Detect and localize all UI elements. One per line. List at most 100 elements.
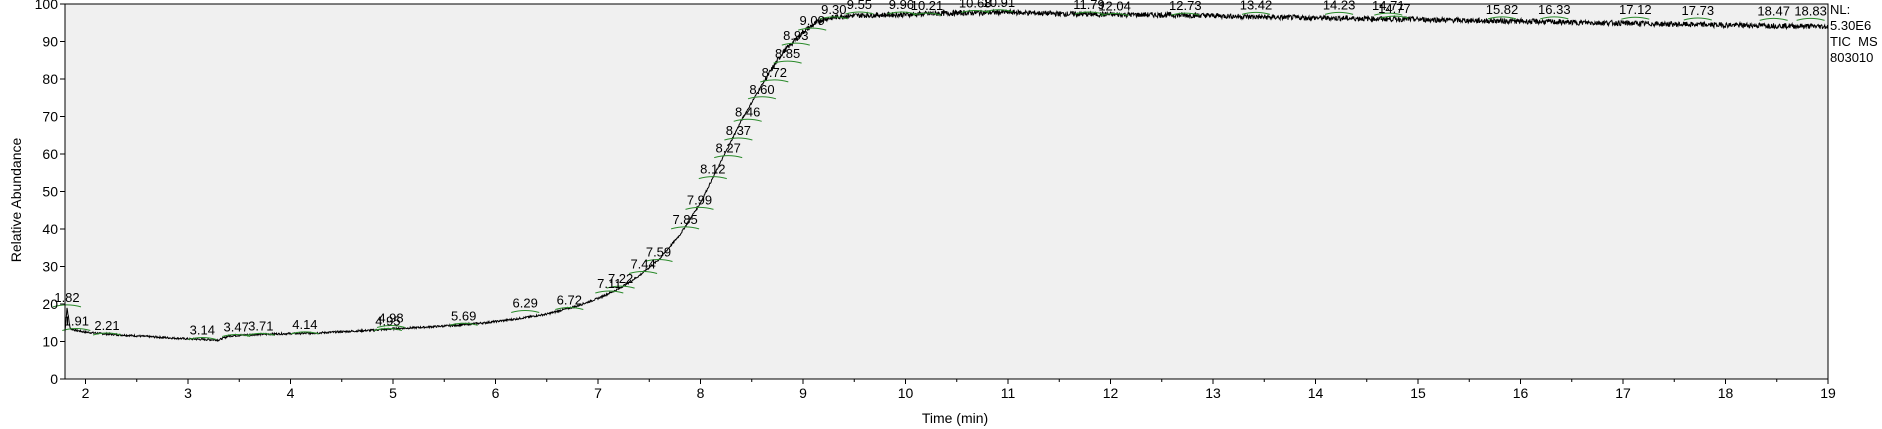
x-tick-label: 16 [1513,385,1529,401]
peak-label-layer: 1.82 1.91 2.21 3.14 3.47 3.71 4.14 4.954.98 5.69… [54,0,1827,338]
peak-label: 3.47 [224,320,249,335]
peak-label: 14.23 [1323,0,1356,12]
peak-marker [1171,12,1200,16]
peak-marker [595,290,624,294]
peak-marker [376,325,406,328]
peak-label: 5.69 [451,308,476,323]
x-tick-label: 11 [1001,385,1016,401]
x-tick-label: 19 [1820,385,1836,401]
peak-label: 7.59 [646,245,671,260]
y-tick-label: 0 [50,371,58,387]
x-tick-label: 12 [1103,385,1119,401]
peak-marker [1100,13,1129,16]
tic-trace-line [64,8,1829,343]
info-line-3: TIC MS [1830,34,1878,49]
y-tick-label: 50 [42,184,58,200]
peak-marker [670,226,700,230]
peak-label: 3.71 [248,318,273,333]
peak-marker [781,42,810,46]
peak-label: 8.85 [775,46,800,61]
peak-marker [52,304,82,308]
peak-marker [747,96,777,100]
peak-label: 11.79 [1073,0,1105,12]
x-tick-label: 18 [1718,385,1734,401]
peak-label: 4.98 [378,311,403,326]
peak-marker [685,206,714,210]
peak-label: 14.77 [1378,1,1411,16]
y-tick-label: 100 [35,0,59,12]
peak-label: 8.46 [735,104,760,119]
peak-label: 7.44 [630,257,655,272]
peak-marker [1683,17,1712,21]
peak-label: 6.29 [513,296,538,311]
peak-marker [819,16,848,20]
info-line-1: NL: [1830,2,1850,17]
axes: 2 3 4 5 6 7 8 9 10 11 12 13 14 15 16 17 18 19 0 10 20 30 40 50 6… [35,0,1836,401]
peak-label: 7.85 [672,212,697,227]
y-tick-label: 70 [42,109,58,125]
peak-label: 8.27 [716,141,741,156]
peak-label: 7.11 [597,276,621,291]
peak-label: 1.91 [64,314,89,329]
peak-marker [887,11,916,15]
peak-label: 8.72 [762,65,787,80]
x-tick-label: 8 [697,385,705,401]
y-tick-label: 40 [42,221,58,237]
peak-label: 9.09 [800,13,825,28]
plot-area [64,3,1829,380]
peak-label: 6.72 [557,293,582,308]
x-tick-label: 6 [492,385,500,401]
peak-marker [644,259,673,262]
trace-layer [64,8,1829,343]
peak-marker [92,332,122,336]
x-tick-label: 10 [898,385,914,401]
peak-label: 18.83 [1794,3,1827,18]
peak-label: 12.73 [1169,0,1202,13]
peak-marker [912,12,942,16]
peak-label: 8.60 [749,82,774,97]
peak-label: 7.22 [608,271,633,286]
peak-marker [555,307,584,310]
peak-label: 8.12 [700,162,725,177]
peak-marker [246,332,275,336]
x-tick-label: 13 [1205,385,1221,401]
peak-label: 17.73 [1682,3,1715,18]
peak-marker [1324,11,1354,15]
peak-marker [961,10,990,13]
peak-marker [698,176,727,180]
peak-label: 8.37 [726,123,751,138]
x-tick-label: 15 [1410,385,1426,401]
x-tick-label: 3 [184,385,192,401]
peak-label: 9.55 [847,0,872,12]
peak-marker [1759,17,1788,21]
y-tick-label: 80 [42,71,58,87]
peak-label: 7.99 [687,192,712,207]
peak-label: 16.33 [1538,2,1571,17]
peak-marker [733,118,762,122]
peak-marker [845,11,874,15]
peak-label: 4.95 [375,314,400,329]
y-tick-label: 30 [42,259,58,275]
peak-label: 13.42 [1240,0,1273,12]
peak-marker [1241,11,1271,15]
peak-label: 9.96 [889,0,914,12]
peak-marker [798,27,827,31]
peak-label: 2.21 [94,318,119,333]
x-tick-label: 14 [1308,385,1324,401]
y-tick-label: 60 [42,146,58,162]
x-tick-label: 4 [287,385,295,401]
peak-marker [1074,11,1104,15]
y-tick-label: 10 [42,334,58,350]
peak-marker [773,60,802,64]
peak-marker [1796,17,1825,21]
info-text: NL: 5.30E6 TIC MS 803010 [1830,2,1878,65]
peak-label: 14.71 [1372,0,1405,13]
peak-marker [1540,16,1569,20]
peak-label: 17.12 [1619,2,1652,17]
x-tick-label: 17 [1615,385,1631,401]
peak-label: 10.91 [983,0,1016,10]
peak-marker [606,285,635,289]
peak-marker [714,155,743,159]
peak-label: 9.30 [821,2,846,17]
